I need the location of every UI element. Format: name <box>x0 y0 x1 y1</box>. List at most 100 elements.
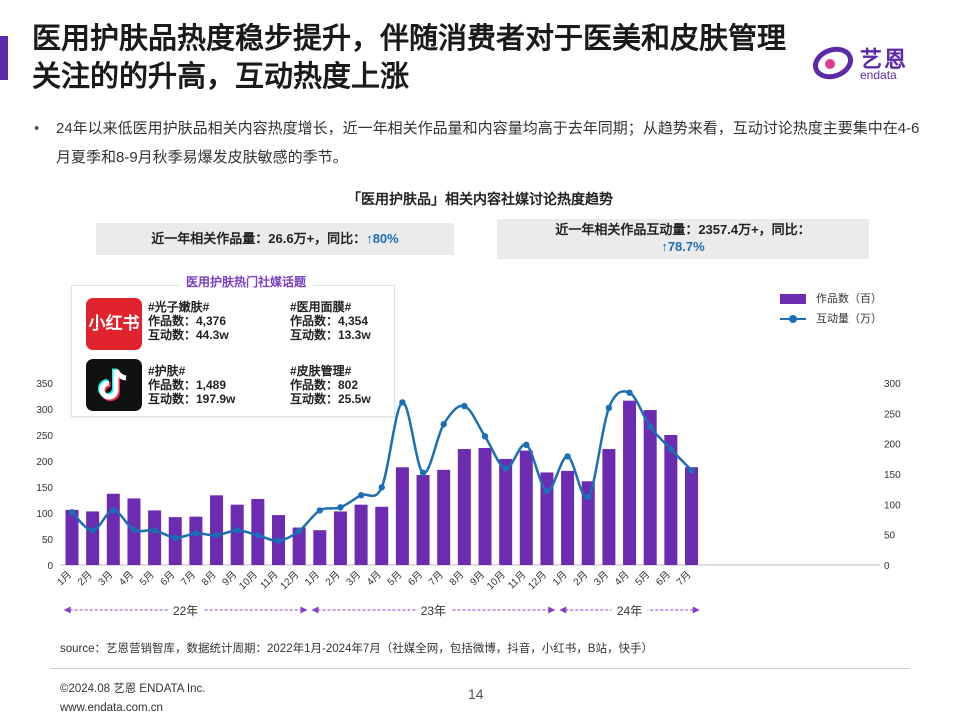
topic-item: #光子嫩肤# 作品数：4,376 互动数：44.3w <box>148 300 229 342</box>
x-tick-label: 11月 <box>506 569 529 592</box>
endata-logo: 艺恩 endata <box>812 40 932 86</box>
x-tick-label: 8月 <box>447 569 466 588</box>
topic-works: 作品数：802 <box>290 378 359 392</box>
y-right-tick-label: 50 <box>884 531 896 542</box>
line-point-4 <box>130 526 138 534</box>
line-point-2 <box>89 527 96 534</box>
x-tick-label: 11月 <box>258 569 281 592</box>
xiaohongshu-icon: 小红书 <box>86 298 142 350</box>
y-left-tick-label: 250 <box>36 431 53 442</box>
line-point-23 <box>523 441 530 449</box>
topic-tag: #皮肤管理# <box>290 364 352 378</box>
line-point-1 <box>68 509 76 516</box>
x-tick-label: 10月 <box>237 569 260 592</box>
bar-31 <box>685 467 698 565</box>
page-title: 医用护肤品热度稳步提升，伴随消费者对于医美和皮肤管理关注的的升高，互动热度上涨 <box>32 23 787 93</box>
topic-item: #医用面膜# 作品数：4,354 互动数：13.3w <box>290 300 371 342</box>
line-point-26 <box>585 493 592 501</box>
legend-line-dot <box>789 315 797 323</box>
year-label-2: 23年 <box>421 604 446 618</box>
x-tick-label: 1月 <box>55 569 74 588</box>
year-arrow-right-icon <box>692 606 700 614</box>
bar-25 <box>561 470 575 565</box>
topic-works: 作品数：1,489 <box>148 378 227 392</box>
summary-bullet: • 24年以来低医用护肤品相关内容热度增长，近一年相关作品量和内容量均高于去年同… <box>34 114 934 172</box>
y-left-tick-label: 350 <box>36 379 53 390</box>
line-point-29 <box>647 423 654 430</box>
kpi-interact: 近一年相关作品互动量：2357.4万+，同比： ↑78.7% <box>497 219 869 259</box>
douyin-icon <box>86 359 142 411</box>
topic-item: #皮肤管理# 作品数：802 互动数：25.5w <box>290 364 371 406</box>
topics-panel-title: 医用护肤热门社媒话题 <box>180 273 313 290</box>
year-label-3: 24年 <box>617 604 642 618</box>
bar-7 <box>189 516 203 565</box>
title-accent-bar <box>0 36 8 80</box>
y-left-tick-label: 50 <box>42 535 54 546</box>
topic-tag: #光子嫩肤# <box>148 300 210 314</box>
y-left-tick-label: 150 <box>36 483 53 494</box>
topic-tag: #医用面膜# <box>290 300 352 314</box>
year-arrow-left-icon <box>559 606 567 614</box>
x-tick-label: 3月 <box>96 569 115 588</box>
year-arrow-right-icon <box>300 606 308 614</box>
x-tick-label: 6月 <box>653 569 672 588</box>
topic-works: 作品数：4,354 <box>290 314 369 328</box>
bar-23 <box>519 450 533 565</box>
bar-18 <box>416 475 430 565</box>
endata-logo-icon <box>813 46 853 80</box>
line-point-12 <box>295 527 303 535</box>
x-tick-label: 9月 <box>220 569 239 588</box>
line-point-20 <box>461 402 468 410</box>
line-point-5 <box>151 527 158 534</box>
topic-interact: 互动数：13.3w <box>290 328 371 342</box>
line-point-18 <box>419 469 427 476</box>
chart-title: 「医用护肤品」相关内容社媒讨论热度趋势 <box>347 191 613 207</box>
y-left-tick-label: 0 <box>47 561 53 572</box>
topic-interact: 互动数：197.9w <box>148 392 236 406</box>
y-right-tick-label: 150 <box>884 470 901 481</box>
x-tick-label: 2月 <box>571 569 590 588</box>
year-arrow-right-icon <box>548 606 556 614</box>
bar-22 <box>499 458 513 565</box>
year-arrow-left-icon <box>63 606 71 614</box>
line-point-6 <box>172 534 179 541</box>
y-right-tick-label: 200 <box>884 440 901 451</box>
bar-16 <box>375 506 389 565</box>
bar-19 <box>437 469 451 565</box>
legend-line-label: 互动量（万） <box>816 313 882 325</box>
line-point-19 <box>440 421 447 428</box>
footer-copyright: ©2024.08 艺恩 ENDATA Inc. <box>60 683 206 695</box>
x-tick-label: 7月 <box>426 569 445 588</box>
trend-chart: 0 50 100 150 200 250 300 350 0 50 100 150 200 250 300 1… <box>36 379 901 619</box>
topic-item: #护肤# 作品数：1,489 互动数：197.9w <box>148 364 235 406</box>
bullet-dot: • <box>34 120 40 137</box>
bar-30 <box>664 435 678 565</box>
bar-26 <box>581 481 595 565</box>
legend-bar-swatch <box>780 294 806 304</box>
line-point-17 <box>399 399 406 406</box>
line-point-28 <box>626 389 633 396</box>
footer-url: www.endata.com.cn <box>60 702 163 714</box>
x-tick-label: 8月 <box>199 569 218 588</box>
x-tick-label: 2月 <box>75 569 94 588</box>
line-point-7 <box>192 530 200 537</box>
line-point-3 <box>110 507 117 514</box>
bar-10 <box>251 498 265 565</box>
y-left-tick-label: 200 <box>36 457 53 468</box>
x-tick-label: 5月 <box>137 569 156 588</box>
logo-en: endata <box>860 68 897 82</box>
line-point-8 <box>213 532 220 539</box>
line-point-10 <box>254 532 262 539</box>
topic-interact: 互动数：44.3w <box>148 328 229 342</box>
legend-bar: 作品数（百） <box>780 291 882 311</box>
year-label-bg <box>415 601 452 619</box>
x-tick-label: 6月 <box>158 569 177 588</box>
kpi-works-label: 近一年相关作品量：26.6万+，同比： <box>151 231 367 246</box>
bar-12 <box>292 527 306 565</box>
y-left-tick-label: 100 <box>36 509 53 520</box>
line-point-21 <box>481 433 489 440</box>
x-tick-label: 9月 <box>468 569 487 588</box>
bar-5 <box>148 510 162 565</box>
x-tick-label: 12月 <box>278 569 301 592</box>
y-right-tick-label: 300 <box>884 379 901 390</box>
